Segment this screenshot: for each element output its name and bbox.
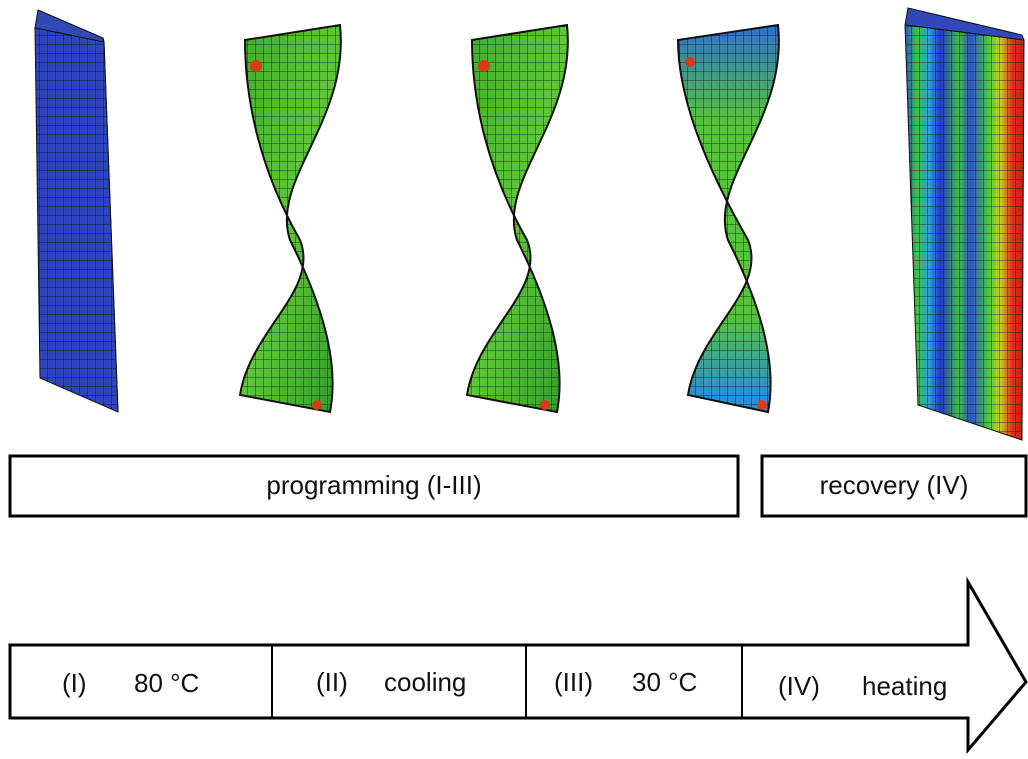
step-id: (II) xyxy=(316,667,348,697)
page: {"phases": [{"label": "programming (I-II… xyxy=(0,0,1028,754)
specimen-twisted xyxy=(467,25,568,412)
specimen-twisted xyxy=(678,25,779,412)
step-label: 30 °C xyxy=(632,667,697,697)
specimen-twisted xyxy=(240,25,341,412)
step-id: (IV) xyxy=(778,671,820,701)
phase-label: recovery (IV) xyxy=(820,470,969,500)
step-id: (I) xyxy=(62,668,87,698)
process-arrow xyxy=(10,582,1026,750)
step-label: heating xyxy=(862,671,947,701)
specimen-recovered xyxy=(905,8,1024,440)
specimen-initial xyxy=(35,10,118,412)
phase-label: programming (I-III) xyxy=(266,470,481,500)
step-id: (III) xyxy=(554,667,593,697)
step-label: 80 °C xyxy=(134,668,199,698)
step-label: cooling xyxy=(384,667,466,697)
diagram: programming (I-III) recovery (IV) (I) 80… xyxy=(0,0,1028,754)
